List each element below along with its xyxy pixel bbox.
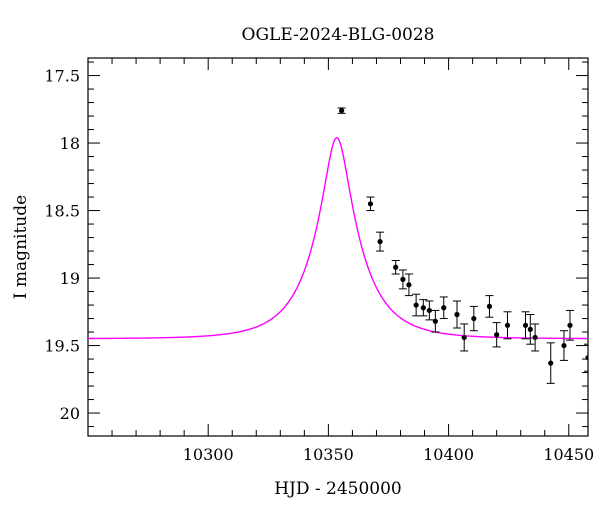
data-point	[404, 273, 413, 297]
data-point	[391, 260, 400, 275]
y-tick-label: 17.5	[44, 67, 80, 86]
data-marker	[532, 334, 538, 341]
data-marker	[393, 264, 399, 270]
plot-area: 10300 10350 10400 10450 17.5 18 18.5 19 19.5 20	[44, 57, 594, 464]
x-tick-label: 10450	[543, 445, 594, 464]
data-point	[492, 322, 501, 348]
data-marker	[461, 334, 467, 341]
chart-title: OGLE-2024-BLG-0028	[242, 25, 435, 45]
data-marker	[400, 276, 406, 282]
x-tick-labels: 10300 10350 10400 10450	[183, 445, 594, 464]
y-tick-labels: 17.5 18 18.5 19 19.5 20	[44, 67, 80, 423]
data-point	[376, 231, 385, 252]
data-point	[503, 311, 512, 340]
data-marker	[471, 315, 477, 322]
y-tick-label: 18	[60, 134, 80, 153]
data-marker	[377, 239, 383, 245]
data-point	[526, 314, 535, 345]
data-point	[565, 309, 574, 341]
data-marker	[432, 318, 438, 324]
data-point	[460, 323, 469, 352]
data-marker	[522, 322, 529, 328]
data-point	[419, 299, 428, 317]
data-point	[546, 342, 555, 384]
y-tick-label: 18.5	[44, 202, 80, 221]
x-axis-label: HJD - 2450000	[274, 479, 402, 499]
x-tick-label: 10300	[183, 445, 234, 464]
data-point	[531, 323, 540, 352]
data-marker	[494, 332, 500, 338]
y-tick-label: 19.5	[44, 337, 80, 356]
x-tick-label: 10350	[303, 445, 354, 464]
data-marker	[504, 322, 511, 328]
data-point	[337, 107, 346, 114]
data-marker	[585, 355, 588, 361]
y-axis-label: I magnitude	[11, 195, 31, 299]
data-marker	[406, 282, 412, 288]
data-marker	[454, 311, 460, 318]
data-point	[452, 300, 461, 329]
data-point	[584, 343, 588, 372]
data-point	[485, 295, 494, 318]
data-point	[412, 293, 421, 317]
data-point	[366, 196, 375, 212]
data-marker	[367, 201, 374, 207]
data-marker	[561, 342, 567, 349]
axis-ticks	[87, 58, 588, 436]
data-marker	[339, 108, 345, 114]
y-tick-label: 20	[60, 404, 80, 423]
data-point	[425, 300, 434, 321]
data-point	[469, 305, 478, 332]
y-tick-label: 19	[60, 269, 80, 288]
data-marker	[426, 307, 432, 314]
x-tick-label: 10400	[423, 445, 474, 464]
data-points	[337, 107, 588, 384]
model-curve	[88, 136, 588, 340]
plot-frame	[87, 57, 589, 437]
data-marker	[413, 302, 419, 308]
data-point	[559, 330, 568, 361]
data-marker	[441, 305, 447, 311]
data-marker	[486, 303, 493, 309]
data-marker	[420, 305, 426, 311]
data-marker	[527, 326, 533, 332]
data-point	[439, 296, 448, 320]
data-point	[398, 269, 407, 290]
data-marker	[548, 360, 554, 366]
data-point	[431, 309, 440, 333]
data-marker	[567, 322, 573, 328]
data-point	[521, 311, 530, 340]
